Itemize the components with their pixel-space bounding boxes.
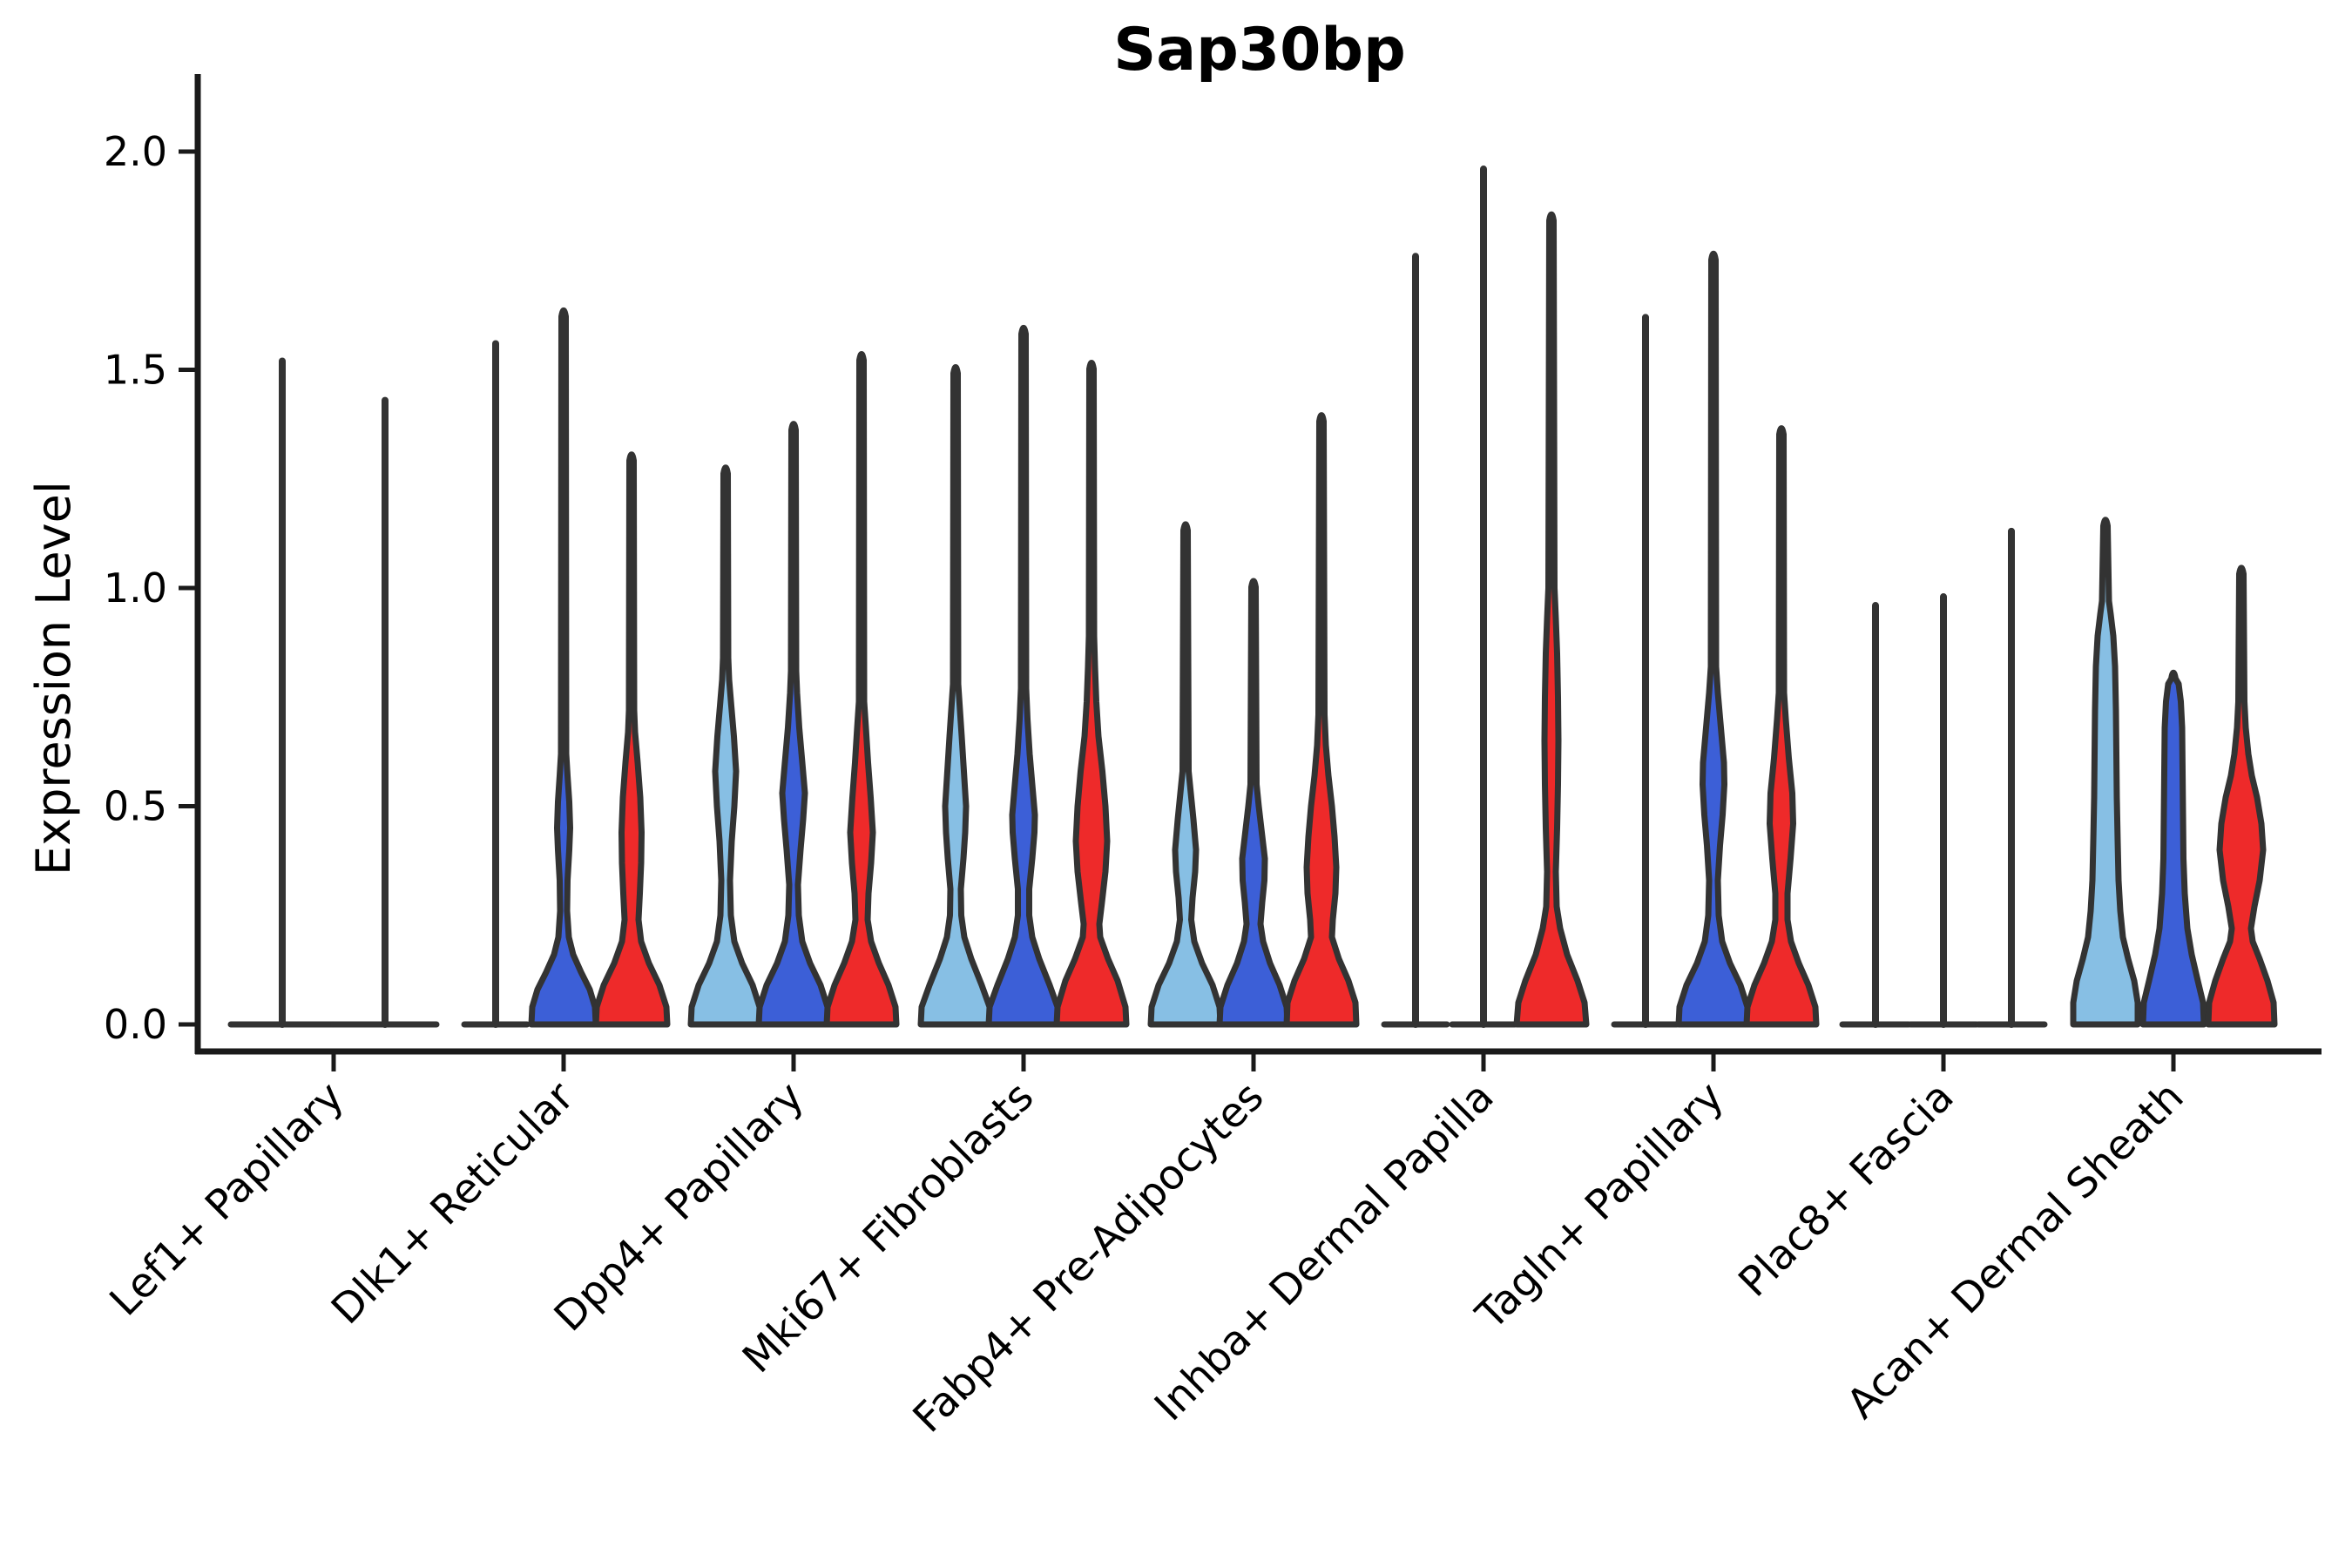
violin-red bbox=[1053, 360, 1130, 1028]
violin-blue bbox=[528, 307, 599, 1028]
chart-title: Sap30bp bbox=[1113, 16, 1406, 84]
violin-skyblue bbox=[1147, 521, 1224, 1028]
violin-blue bbox=[1675, 250, 1752, 1028]
x-category-label: Dpp4+ Papillary bbox=[545, 1073, 814, 1342]
violin-blue bbox=[1216, 578, 1291, 1028]
violin-red bbox=[1283, 412, 1360, 1028]
violin-skyblue bbox=[687, 464, 764, 1028]
violin-blue bbox=[755, 421, 832, 1028]
violin-red bbox=[1513, 211, 1590, 1028]
y-tick-label: 0.0 bbox=[104, 1001, 167, 1048]
violin-skyblue bbox=[2070, 517, 2141, 1028]
violin-blue bbox=[2139, 669, 2207, 1028]
violins-group bbox=[227, 166, 2278, 1028]
x-category-label: Tagln+ Papillary bbox=[1467, 1073, 1734, 1340]
violin-red bbox=[2205, 564, 2278, 1028]
axes-group bbox=[194, 74, 2322, 1055]
violin-red bbox=[592, 451, 671, 1028]
x-ticks-group bbox=[331, 1051, 2176, 1071]
y-tick-label: 0.5 bbox=[104, 783, 167, 830]
y-tick-label: 2.0 bbox=[104, 128, 167, 175]
violin-red bbox=[1743, 425, 1820, 1028]
x-category-label: Plac8+ Fascia bbox=[1730, 1073, 1963, 1307]
x-category-label: Lef1+ Papillary bbox=[101, 1073, 354, 1326]
violin-red bbox=[823, 351, 900, 1028]
y-ticks-group: 0.0 0.5 1.0 1.5 2.0 bbox=[104, 128, 198, 1048]
x-category-label: Dlk1+ Reticular bbox=[322, 1072, 584, 1334]
y-tick-label: 1.0 bbox=[104, 564, 167, 612]
y-tick-label: 1.5 bbox=[104, 347, 167, 394]
violin-skyblue bbox=[917, 364, 994, 1028]
violin-blue bbox=[985, 324, 1062, 1028]
